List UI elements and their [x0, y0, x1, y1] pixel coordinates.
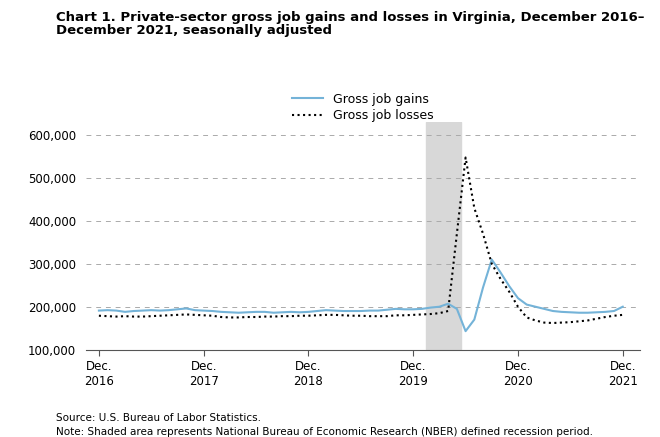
Gross job losses [619, 312, 627, 318]
Gross job losses [409, 312, 417, 318]
Line: Gross job gains: Gross job gains [99, 260, 623, 331]
Gross job losses [200, 313, 208, 318]
Gross job losses [279, 313, 286, 319]
Gross job gains [279, 310, 286, 315]
Text: Chart 1. Private-sector gross job gains and losses in Virginia, December 2016–: Chart 1. Private-sector gross job gains … [56, 11, 645, 24]
Gross job losses [566, 319, 574, 325]
Text: December 2021, seasonally adjusted: December 2021, seasonally adjusted [56, 24, 332, 37]
Gross job gains [566, 310, 574, 315]
Gross job gains [619, 304, 627, 309]
Gross job gains [200, 308, 208, 313]
Text: Note: Shaded area represents National Bureau of Economic Research (NBER) defined: Note: Shaded area represents National Bu… [56, 427, 593, 437]
Gross job gains [461, 329, 469, 334]
Legend: Gross job gains, Gross job losses: Gross job gains, Gross job losses [287, 88, 439, 128]
Gross job losses [374, 313, 382, 319]
Text: Source: U.S. Bureau of Labor Statistics.: Source: U.S. Bureau of Labor Statistics. [56, 413, 261, 423]
Gross job losses [549, 320, 557, 326]
Gross job gains [488, 257, 496, 262]
Gross job losses [217, 314, 225, 319]
Line: Gross job losses: Gross job losses [99, 157, 623, 323]
Gross job gains [374, 308, 382, 313]
Gross job gains [95, 308, 103, 313]
Bar [426, 122, 461, 350]
Gross job gains [217, 309, 225, 315]
Gross job losses [95, 313, 103, 318]
Gross job losses [461, 155, 469, 160]
Gross job gains [409, 307, 417, 312]
